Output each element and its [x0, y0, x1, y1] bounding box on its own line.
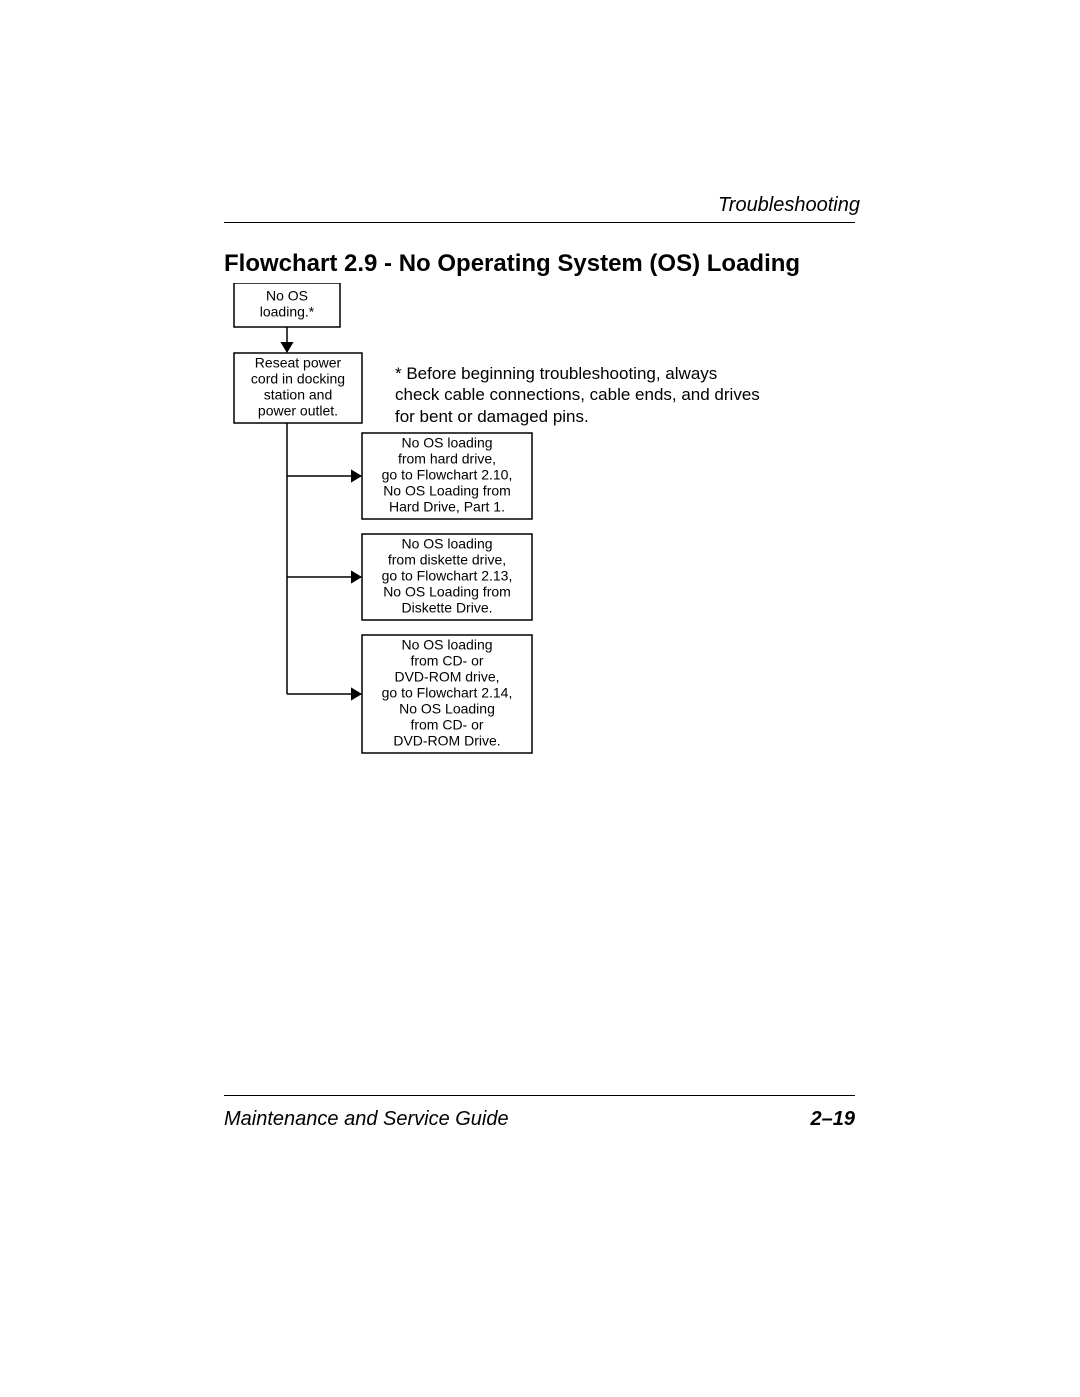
svg-text:No OS loading: No OS loading — [401, 435, 492, 451]
flowchart-footnote: * Before beginning troubleshooting, alwa… — [395, 363, 765, 427]
svg-text:go to Flowchart 2.13,: go to Flowchart 2.13, — [382, 568, 513, 584]
footer-rule — [224, 1095, 855, 1096]
svg-text:Hard Drive, Part 1.: Hard Drive, Part 1. — [389, 499, 505, 515]
svg-text:DVD-ROM Drive.: DVD-ROM Drive. — [393, 733, 500, 749]
svg-text:No OS loading: No OS loading — [401, 536, 492, 552]
svg-text:No OS loading: No OS loading — [401, 637, 492, 653]
svg-text:No OS Loading from: No OS Loading from — [383, 483, 511, 499]
svg-text:Diskette Drive.: Diskette Drive. — [401, 600, 492, 616]
footer-doc-title: Maintenance and Service Guide — [224, 1108, 509, 1131]
svg-text:station and: station and — [264, 387, 333, 403]
svg-text:DVD-ROM drive,: DVD-ROM drive, — [394, 669, 499, 685]
header-section-label: Troubleshooting — [718, 194, 860, 217]
svg-text:No OS: No OS — [266, 288, 308, 304]
flowchart-title: Flowchart 2.9 - No Operating System (OS)… — [224, 250, 800, 278]
svg-text:power outlet.: power outlet. — [258, 403, 338, 419]
svg-text:No OS Loading from: No OS Loading from — [383, 584, 511, 600]
svg-text:from CD- or: from CD- or — [410, 717, 483, 733]
svg-text:go to Flowchart 2.10,: go to Flowchart 2.10, — [382, 467, 513, 483]
svg-text:cord in docking: cord in docking — [251, 371, 345, 387]
svg-text:No OS Loading: No OS Loading — [399, 701, 495, 717]
svg-text:Reseat power: Reseat power — [255, 355, 342, 371]
svg-text:go to Flowchart 2.14,: go to Flowchart 2.14, — [382, 685, 513, 701]
page: Troubleshooting Flowchart 2.9 - No Opera… — [0, 0, 1080, 1397]
svg-text:loading.*: loading.* — [260, 304, 315, 320]
svg-text:from CD- or: from CD- or — [410, 653, 483, 669]
footer-page-number: 2–19 — [811, 1108, 856, 1131]
svg-text:from diskette drive,: from diskette drive, — [388, 552, 506, 568]
flowchart-diagram: No OSloading.* Reseat powercord in dockin… — [224, 283, 724, 768]
header-rule — [224, 222, 855, 223]
svg-text:from hard drive,: from hard drive, — [398, 451, 496, 467]
